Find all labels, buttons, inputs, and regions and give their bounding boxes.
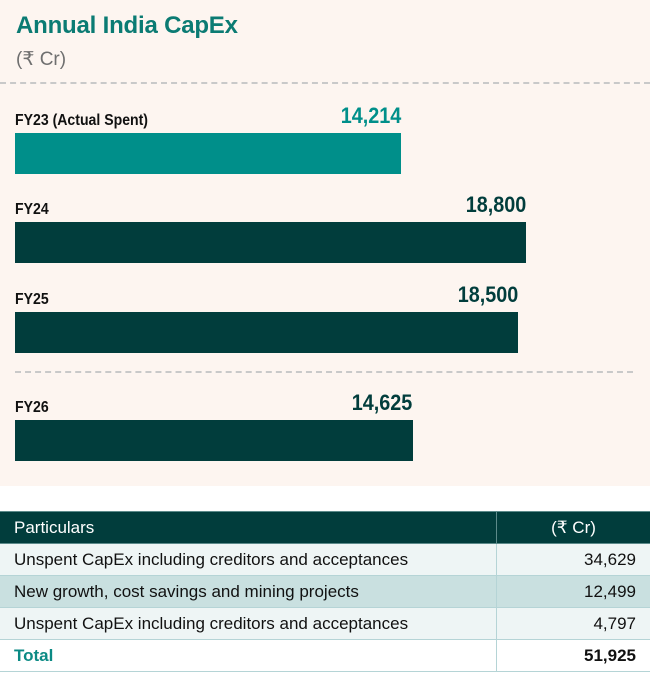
header-unit: (₹ Cr) [496, 511, 650, 544]
row-label: New growth, cost savings and mining proj… [0, 575, 497, 608]
row-label: Unspent CapEx including creditors and ac… [0, 607, 497, 640]
chart-unit: (₹ Cr) [16, 49, 67, 70]
row-value: 4,797 [496, 607, 650, 640]
table-row: Unspent CapEx including creditors and ac… [0, 543, 650, 576]
total-value: 51,925 [496, 639, 650, 672]
bar-value-label: 18,800 [465, 192, 526, 217]
row-label: Unspent CapEx including creditors and ac… [0, 543, 497, 576]
bar-value-label: 14,625 [351, 390, 413, 415]
chart-title: Annual India CapEx [16, 12, 238, 39]
row-value: 12,499 [496, 575, 650, 608]
bar-fy26 [15, 420, 413, 461]
row-value: 34,629 [496, 543, 650, 576]
chart-panel: Annual India CapEx (₹ Cr) FY23 (Actual S… [0, 0, 650, 486]
table-row: New growth, cost savings and mining proj… [0, 575, 650, 608]
bar-category-label: FY25 [15, 291, 49, 308]
divider-forecast [15, 371, 633, 373]
bar-category-label: FY23 (Actual Spent) [15, 112, 149, 129]
bar-category-label: FY26 [15, 399, 49, 416]
table-total-row: Total 51,925 [0, 639, 650, 672]
divider-top [0, 82, 650, 84]
total-label: Total [0, 639, 497, 672]
bar-fy25 [15, 312, 518, 353]
bar-value-label: 14,214 [340, 103, 402, 128]
bar-fy24 [15, 222, 526, 263]
table-header-row: Particulars (₹ Cr) [0, 511, 650, 544]
bar-value-label: 18,500 [457, 282, 518, 307]
capex-table: Particulars (₹ Cr) Unspent CapEx includi… [0, 511, 650, 672]
header-particulars: Particulars [0, 511, 497, 544]
table-row: Unspent CapEx including creditors and ac… [0, 607, 650, 640]
bar-fy23 [15, 133, 402, 174]
bar-category-label: FY24 [15, 201, 49, 218]
